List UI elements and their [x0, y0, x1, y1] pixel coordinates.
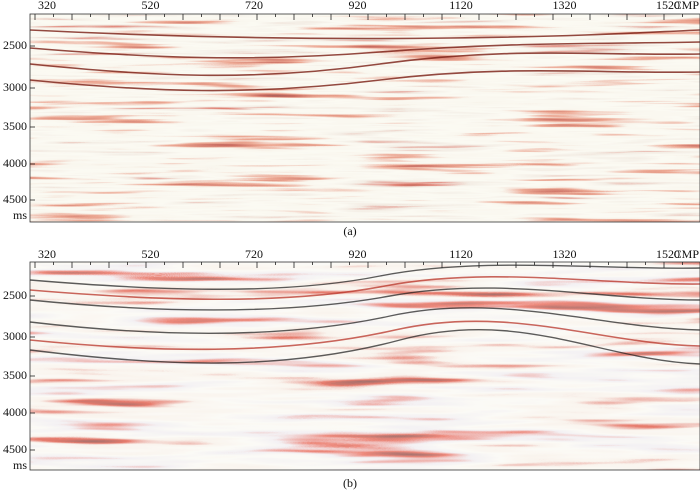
y-tick-label: 4500	[3, 442, 27, 456]
y-tick-label: 4000	[3, 405, 27, 419]
y-tick-label: 3000	[3, 80, 27, 94]
x-tick-label: 720	[245, 247, 263, 261]
x-tick-label: 1120	[449, 0, 473, 12]
y-tick-label: 4000	[3, 156, 27, 170]
y-unit-label: ms	[13, 458, 27, 472]
x-tick-label: 1520	[656, 0, 680, 12]
x-tick-label: 920	[349, 247, 367, 261]
x-unit-label: CMP	[674, 0, 700, 12]
y-tick-label: 3500	[3, 368, 27, 382]
x-tick-label: 1120	[449, 247, 473, 261]
x-tick-label: 1320	[553, 247, 577, 261]
x-tick-label: 320	[38, 0, 56, 12]
panel-caption: (a)	[343, 224, 356, 238]
x-tick-label: 720	[245, 0, 263, 12]
seismic-section-b	[29, 261, 700, 471]
y-tick-label: 4500	[3, 192, 27, 206]
y-unit-label: ms	[13, 208, 27, 222]
y-tick-label: 2500	[3, 38, 27, 52]
x-tick-label: 520	[142, 247, 160, 261]
y-tick-label: 3000	[3, 329, 27, 343]
x-tick-label: 1320	[553, 0, 577, 12]
panel-caption: (b)	[343, 476, 357, 490]
x-tick-label: 1520	[656, 247, 680, 261]
x-tick-label: 320	[38, 247, 56, 261]
x-tick-label: 520	[142, 0, 160, 12]
seismic-section-a	[29, 13, 700, 223]
y-tick-label: 3500	[3, 119, 27, 133]
x-tick-label: 920	[349, 0, 367, 12]
x-unit-label: CMP	[674, 247, 700, 261]
y-tick-label: 2500	[3, 288, 27, 302]
